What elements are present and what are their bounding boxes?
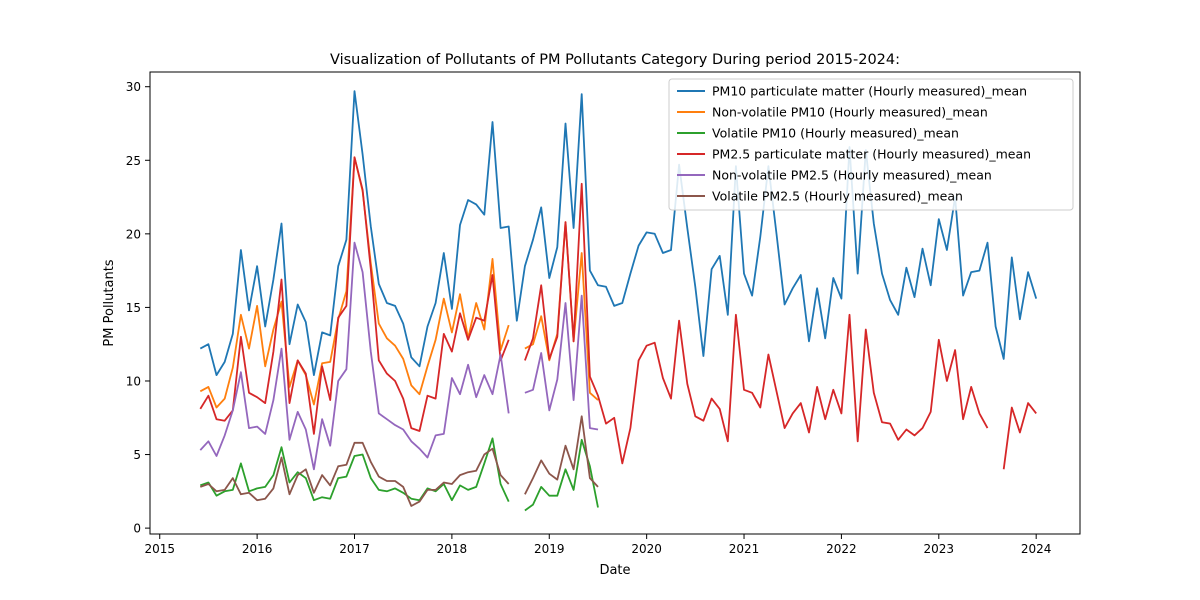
x-tick-label: 2023: [924, 542, 955, 556]
y-tick-label: 10: [126, 374, 141, 388]
series-1: [199, 90, 1038, 376]
legend-label: Volatile PM2.5 (Hourly measured)_mean: [712, 189, 963, 204]
x-tick-label: 2019: [534, 542, 565, 556]
x-axis-ticks: 2015 2016 2017 2018 2019 2020 2021 2022 2023 2024: [144, 534, 1051, 556]
y-tick-label: 30: [126, 80, 141, 94]
y-tick-label: 25: [126, 154, 141, 168]
legend-box: [668, 78, 1074, 211]
legend-label: Non-volatile PM10 (Hourly measured)_mean: [712, 105, 988, 120]
series-line-4: [199, 156, 1037, 470]
x-axis-label: Date: [599, 563, 630, 578]
x-tick-label: 2021: [729, 542, 760, 556]
chart-title: Visualization of Pollutants of PM Pollut…: [330, 52, 900, 68]
series-5: [199, 241, 599, 471]
series-line-1: [199, 90, 1038, 376]
plot-area: [199, 90, 1038, 512]
x-tick-label: 2024: [1021, 542, 1052, 556]
legend-item: Non-volatile PM2.5 (Hourly measured)_mea…: [677, 168, 992, 183]
series-line-5: [199, 241, 599, 471]
legend-item: PM10 particulate matter (Hourly measured…: [677, 84, 1027, 99]
legend: PM10 particulate matter (Hourly measured…: [668, 78, 1074, 211]
legend-label: Volatile PM10 (Hourly measured)_mean: [712, 126, 959, 141]
plot-frame: [149, 71, 1081, 535]
series-line-6: [199, 415, 599, 507]
legend-label: PM10 particulate matter (Hourly measured…: [712, 84, 1027, 99]
y-tick-label: 20: [126, 227, 141, 241]
y-tick-label: 0: [133, 522, 141, 536]
legend-label: PM2.5 particulate matter (Hourly measure…: [712, 147, 1031, 162]
legend-item: Non-volatile PM10 (Hourly measured)_mean: [677, 105, 988, 120]
legend-label: Non-volatile PM2.5 (Hourly measured)_mea…: [712, 168, 992, 183]
y-tick-label: 15: [126, 301, 141, 315]
series-6: [199, 415, 599, 507]
x-tick-label: 2020: [631, 542, 662, 556]
legend-item: PM2.5 particulate matter (Hourly measure…: [677, 147, 1031, 162]
y-axis-ticks: 0 5 10 15 20 25 30: [126, 80, 150, 536]
x-tick-label: 2017: [339, 542, 370, 556]
y-axis-label: PM Pollutants: [102, 259, 117, 346]
x-tick-label: 2016: [242, 542, 273, 556]
series-4: [199, 156, 1037, 470]
x-tick-label: 2015: [144, 542, 175, 556]
legend-item: Volatile PM2.5 (Hourly measured)_mean: [677, 189, 963, 204]
legend-item: Volatile PM10 (Hourly measured)_mean: [677, 126, 959, 141]
x-tick-label: 2018: [437, 542, 468, 556]
y-tick-label: 5: [133, 448, 141, 462]
x-tick-label: 2022: [826, 542, 857, 556]
